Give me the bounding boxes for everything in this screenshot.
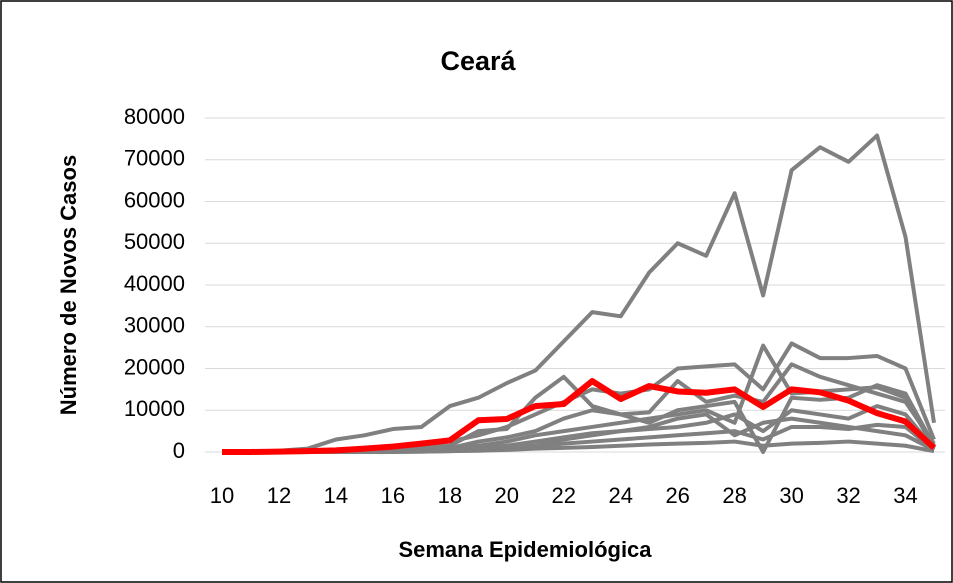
chart-title: Ceará (440, 46, 516, 76)
x-tick-label: 24 (608, 483, 632, 508)
x-tick-label: 12 (267, 483, 291, 508)
x-tick-label: 20 (495, 483, 519, 508)
y-tick-label: 0 (173, 438, 185, 463)
x-tick-label: 34 (893, 483, 917, 508)
x-tick-label: 14 (324, 483, 348, 508)
series-line (222, 133, 936, 454)
y-tick-label: 70000 (124, 146, 185, 171)
x-axis-label: Semana Epidemiológica (398, 537, 652, 562)
y-axis-label: Número de Novos Casos (56, 155, 81, 415)
y-tick-label: 10000 (124, 396, 185, 421)
y-tick-label: 30000 (124, 313, 185, 338)
x-tick-label: 16 (381, 483, 405, 508)
y-tick-label: 20000 (124, 354, 185, 379)
x-tick-label: 32 (836, 483, 860, 508)
x-tick-label: 30 (779, 483, 803, 508)
y-tick-label: 60000 (124, 187, 185, 212)
x-tick-label: 10 (210, 483, 234, 508)
y-tick-label: 80000 (124, 104, 185, 129)
series-line (222, 378, 937, 455)
x-tick-label: 18 (438, 483, 462, 508)
y-tick-label: 50000 (124, 229, 185, 254)
y-tick-label: 40000 (124, 271, 185, 296)
x-tick-label: 26 (665, 483, 689, 508)
x-tick-label: 28 (722, 483, 746, 508)
x-tick-label: 22 (552, 483, 576, 508)
